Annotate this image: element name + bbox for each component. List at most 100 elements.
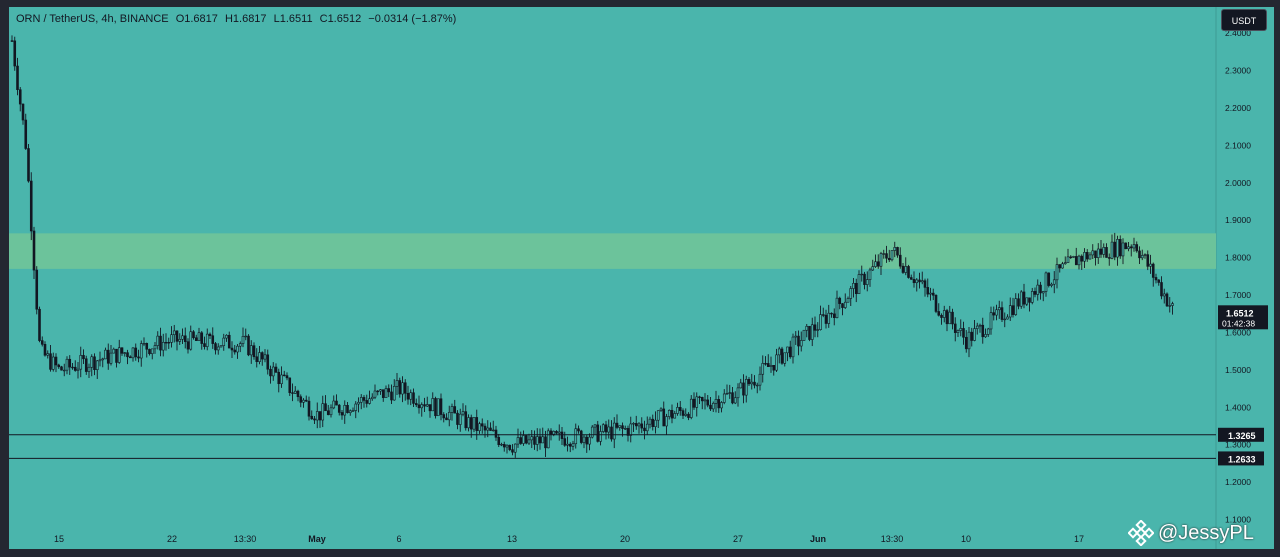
candle-body	[186, 341, 190, 350]
time-tick-label: Jun	[810, 534, 826, 544]
candle-body	[244, 335, 248, 338]
candle-body	[1055, 264, 1059, 281]
candle-body	[898, 254, 902, 267]
price-tick-label: 2.1000	[1225, 140, 1251, 150]
candle-body	[574, 428, 578, 445]
candle-body	[417, 404, 421, 409]
candle-body	[1083, 252, 1086, 262]
candle-body	[918, 279, 921, 283]
symbol-name[interactable]: ORN / TetherUS, 4h, BINANCE	[16, 13, 169, 25]
currency-button[interactable]: USDT	[1221, 9, 1267, 31]
candle-body	[816, 329, 820, 331]
candle-body	[986, 328, 990, 335]
binance-logo-icon	[1128, 520, 1154, 546]
candle-body	[480, 423, 484, 427]
symbol-legend[interactable]: ORN / TetherUS, 4h, BINANCE O1.6817 H1.6…	[16, 13, 460, 25]
candle-body	[340, 412, 344, 416]
candle-body	[381, 389, 385, 398]
candle-body	[882, 253, 886, 255]
candle-body	[577, 428, 580, 432]
candle-body	[315, 411, 319, 421]
candle-body	[1061, 263, 1064, 269]
candle-body	[656, 410, 660, 421]
candle-body	[676, 407, 679, 414]
candle-body	[1113, 241, 1117, 258]
candle-body	[1003, 318, 1007, 321]
candle-body	[21, 103, 25, 121]
candle-body	[863, 273, 866, 285]
candle-body	[904, 266, 908, 273]
candle-body	[640, 423, 644, 429]
candle-body	[175, 330, 179, 342]
candle-body	[450, 406, 454, 413]
candle-body	[981, 324, 985, 338]
candle-body	[384, 388, 388, 398]
time-tick-label: 13:30	[234, 534, 257, 544]
candle-body	[227, 334, 231, 349]
support-price-tag	[1218, 427, 1264, 442]
candle-body	[461, 411, 465, 415]
candle-body	[412, 392, 415, 404]
candle-body	[1102, 247, 1106, 255]
candle-body	[951, 311, 954, 325]
candle-body	[508, 444, 512, 450]
candle-body	[843, 301, 847, 308]
candle-body	[975, 325, 979, 329]
candle-body	[469, 417, 473, 430]
candle-body	[189, 331, 193, 350]
candle-body	[593, 424, 597, 428]
time-axis-layer: 15 22 13:30 May 6 13 20 27 Jun 13:30 10 17	[54, 534, 1084, 544]
candle-body	[1105, 247, 1108, 258]
candle-body	[516, 437, 520, 445]
candle-body	[321, 403, 325, 421]
candle-body	[766, 363, 770, 367]
candle-body	[799, 340, 803, 347]
candle-body	[354, 403, 358, 411]
price-tick-label: 2.0000	[1225, 178, 1251, 188]
candle-body	[651, 418, 655, 427]
candle-body	[225, 334, 228, 339]
candle-body	[780, 348, 784, 364]
candle-body	[1107, 257, 1111, 259]
candle-body	[794, 335, 798, 338]
candle-body	[769, 365, 773, 367]
candle-body	[247, 335, 250, 356]
candle-body	[722, 393, 726, 403]
candle-body	[329, 407, 333, 416]
candle-body	[491, 429, 495, 432]
candle-body	[79, 355, 83, 370]
candle-body	[563, 438, 567, 446]
candle-body	[117, 347, 121, 363]
candle-body	[13, 40, 17, 67]
candle-body	[1036, 284, 1040, 295]
resistance-zone	[9, 233, 1216, 269]
candle-body	[876, 261, 880, 267]
candle-body	[27, 148, 30, 182]
candle-body	[115, 348, 118, 363]
candle-body	[948, 311, 952, 325]
candle-body	[43, 344, 47, 356]
candle-body	[1129, 246, 1133, 249]
candle-body	[513, 443, 517, 453]
resistance-zone-layer	[9, 233, 1216, 269]
candle-body	[758, 373, 762, 386]
candle-body	[874, 261, 877, 267]
candle-body	[464, 411, 468, 429]
candle-body	[478, 423, 481, 431]
candle-body	[203, 343, 206, 347]
candle-body	[959, 328, 963, 331]
candle-body	[1077, 255, 1081, 266]
candle-body	[890, 250, 894, 261]
candle-body	[156, 335, 160, 346]
candle-body	[1041, 291, 1045, 294]
candle-body	[555, 431, 558, 434]
candle-body	[885, 253, 888, 259]
candle-body	[368, 398, 371, 404]
candle-body	[332, 400, 336, 409]
candle-body	[313, 418, 316, 421]
candle-body	[120, 347, 124, 354]
candle-body	[714, 399, 718, 404]
candle-body	[310, 415, 314, 420]
candle-body	[566, 443, 569, 446]
candle-body	[436, 398, 440, 417]
